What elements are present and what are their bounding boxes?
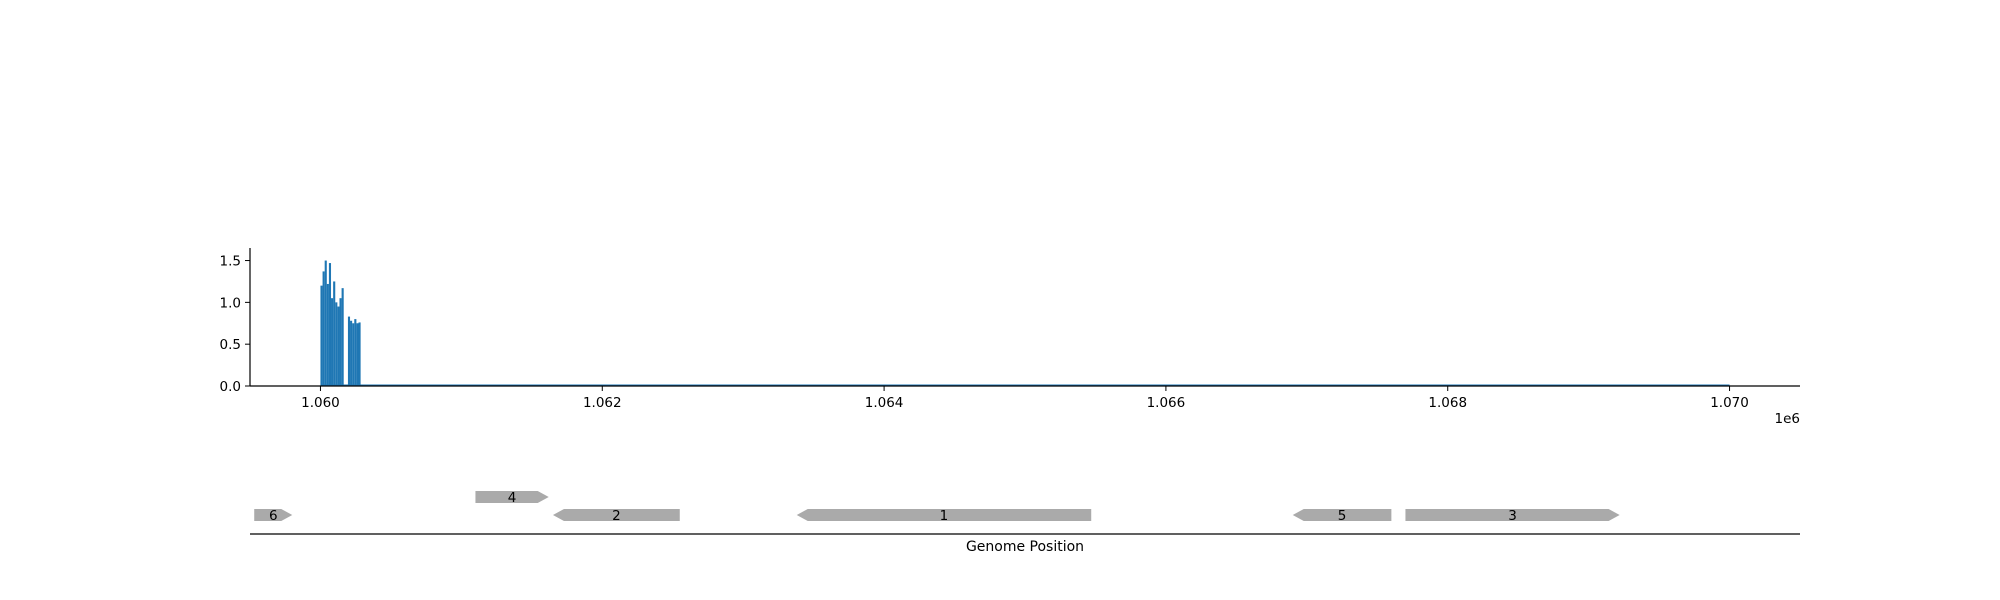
coverage-panel: 0.00.51.01.5 1.060 1.062 1.064 1.066 1.068 1.… [220,248,1800,427]
gene-label: 2 [612,508,621,524]
gene-arrow [475,491,549,503]
coverage-bars [320,260,1730,386]
x-tick-label: 1.062 [583,395,622,411]
x-tick-label: 1.060 [301,395,340,411]
gene-label: 4 [508,490,517,506]
coverage-bar [320,285,323,386]
coverage-bar [350,320,353,386]
gene-track-xlabel: Genome Position [966,539,1084,555]
gene-label: 3 [1508,508,1517,524]
gene-label: 1 [940,508,949,524]
gene-track-genes: 6 4 2 1 5 3 [254,490,1620,524]
x-tick-label: 1.064 [865,395,904,411]
x-axis-ticks: 1.060 1.062 1.064 1.066 1.068 1.070 [301,386,1749,411]
gene-arrow [1292,509,1392,521]
coverage-bar [333,281,336,386]
gene-arrow [552,509,680,521]
x-tick-label: 1.066 [1147,395,1186,411]
y-tick-label: 1.0 [220,295,241,311]
coverage-bar [352,323,355,386]
coverage-bar [337,306,340,386]
gene-track-panel: 6 4 2 1 5 3 Genome Position [250,490,1800,555]
coverage-bar [324,260,327,386]
y-tick-label: 1.5 [220,254,241,270]
y-tick-label: 0.5 [220,337,241,353]
coverage-bar [358,322,361,386]
coverage-bar [339,298,342,386]
coverage-bar [326,283,329,386]
coverage-bar [331,298,334,386]
coverage-bar [335,302,338,386]
coverage-baseline [320,384,1730,386]
y-tick-label: 0.0 [220,379,241,395]
gene-label: 6 [269,508,278,524]
x-tick-label: 1.068 [1428,395,1467,411]
coverage-bar [354,319,357,386]
coverage-bar [341,288,344,386]
gene-arrow [1405,509,1620,521]
y-axis-ticks: 0.0 0.5 1.0 1.5 [220,254,250,395]
gene-label: 5 [1338,508,1347,524]
x-tick-label: 1.070 [1710,395,1749,411]
coverage-bar [347,316,351,386]
x-axis-offset-label: 1e6 [1775,411,1800,427]
coverage-bar [322,271,325,386]
coverage-bar [356,323,359,386]
gene-arrow [796,509,1092,521]
gene-arrow [254,509,293,521]
coverage-bar [328,263,332,386]
